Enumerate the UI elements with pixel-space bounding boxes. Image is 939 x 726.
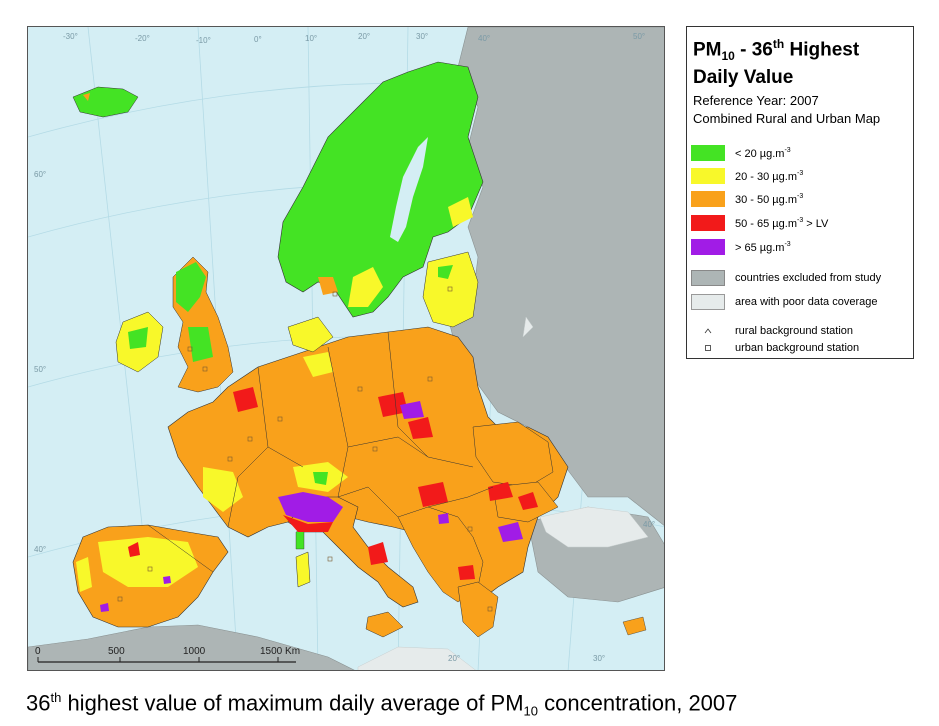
- ireland-green: [128, 327, 148, 349]
- lon-label: 50°: [633, 32, 645, 41]
- lat-label: 40°: [643, 520, 655, 529]
- legend-class-row: > 65 µg.m-3: [691, 239, 791, 255]
- legend-class-row: 20 - 30 µg.m-3: [691, 168, 803, 184]
- legend-class-label: 30 - 50 µg.m-3: [735, 192, 804, 206]
- scotland-green: [176, 262, 206, 312]
- legend-rural-label: rural background station: [735, 325, 854, 337]
- urban-station-icon: [691, 344, 725, 352]
- caption-sub: 10: [523, 703, 539, 719]
- iberia-yellow: [98, 537, 198, 587]
- legend-title-text: - 36: [734, 39, 773, 61]
- romania: [472, 421, 554, 488]
- legend-urban-label: urban background station: [735, 342, 860, 354]
- figure-caption: 36th highest value of maximum daily aver…: [26, 690, 737, 719]
- lon-label: 30°: [416, 32, 428, 41]
- legend-title-sub: 10: [721, 49, 735, 64]
- legend-poor-coverage-label: area with poor data coverage: [735, 296, 878, 308]
- poor-coverage: [357, 316, 649, 670]
- lon-label: 20°: [448, 654, 460, 663]
- legend-class-label: 20 - 30 µg.m-3: [735, 169, 804, 183]
- po-valley-red: [283, 515, 333, 532]
- legend-map-type: Combined Rural and Urban Map: [693, 111, 881, 126]
- alps-green: [313, 472, 328, 485]
- legend-title-text: PM: [693, 39, 722, 61]
- caption-text: concentration, 2007: [538, 690, 738, 716]
- legend-swatch-orange: [691, 191, 725, 207]
- legend-class-row: 30 - 50 µg.m-3: [691, 191, 803, 207]
- lat-label: 50°: [34, 365, 46, 374]
- rural-station-icon: [691, 328, 725, 334]
- lon-label: 30°: [593, 654, 605, 663]
- iceland-spot: [83, 93, 90, 101]
- scale-label: 1000: [183, 646, 206, 657]
- pm10-map: -30° -20° -10° 0° 10° 20° 30° 40° 50° 20…: [27, 26, 665, 671]
- scale-label: 0: [35, 646, 41, 657]
- legend-poor-coverage-row: area with poor data coverage: [691, 294, 877, 310]
- legend-class-label: 50 - 65 µg.m-3 > LV: [735, 216, 829, 230]
- legend-class-label: > 65 µg.m-3: [735, 240, 791, 254]
- scandinavia-south-yellow: [348, 267, 383, 307]
- lon-label: -10°: [196, 36, 211, 45]
- legend-class-row: < 20 µg.m-3: [691, 145, 791, 161]
- denmark-yellow: [303, 352, 333, 377]
- lon-label: 20°: [358, 32, 370, 41]
- latitude-labels: 60° 50° 40° 40°: [34, 170, 655, 554]
- caption-text: 36: [26, 690, 51, 716]
- legend-swatch-purple: [691, 239, 725, 255]
- legend-title-sup: th: [772, 37, 785, 51]
- gulf-of-bothnia: [390, 137, 428, 242]
- map-canvas: -30° -20° -10° 0° 10° 20° 30° 40° 50° 20…: [28, 27, 664, 670]
- lon-label: 0°: [254, 35, 262, 44]
- legend-swatch-red: [691, 215, 725, 231]
- legend-title-text: Highest: [784, 39, 860, 61]
- legend-class-label: < 20 µg.m-3: [735, 146, 791, 160]
- legend-swatch-grey: [691, 270, 725, 286]
- sicily: [365, 611, 404, 638]
- longitude-labels: -30° -20° -10° 0° 10° 20° 30° 40° 50° 20…: [63, 32, 645, 663]
- legend-rural-row: rural background station: [691, 323, 853, 339]
- red-hotspots: [128, 387, 538, 580]
- lon-label: 40°: [478, 34, 490, 43]
- denmark: [287, 316, 334, 353]
- legend-excluded-label: countries excluded from study: [735, 272, 882, 284]
- legend-class-row: 50 - 65 µg.m-3 > LV: [691, 215, 828, 231]
- country-borders: [147, 331, 494, 573]
- excluded-north-africa: [28, 624, 355, 670]
- lat-label: 40°: [34, 545, 46, 554]
- greece: [457, 581, 499, 638]
- sardinia: [295, 551, 311, 588]
- legend-swatch-green: [691, 145, 725, 161]
- legend-title: PM10 - 36th Highest Daily Value: [693, 33, 907, 89]
- purple-hotspots: [100, 401, 523, 612]
- scale-bar: 0 500 1000 1500 Km: [35, 646, 300, 663]
- legend-title-line2: Daily Value: [693, 67, 794, 89]
- cyprus: [622, 616, 647, 636]
- scale-label: 500: [108, 646, 125, 657]
- legend: PM10 - 36th Highest Daily Value Referenc…: [686, 26, 914, 359]
- legend-urban-row: urban background station: [691, 340, 859, 356]
- baltic-states: [422, 251, 479, 328]
- lon-label: 10°: [305, 34, 317, 43]
- legend-swatch-yellow: [691, 168, 725, 184]
- lon-label: -30°: [63, 32, 78, 41]
- lon-label: -20°: [135, 34, 150, 43]
- wales-green: [188, 327, 213, 362]
- scale-label: 1500 Km: [260, 646, 300, 657]
- urban-stations: [117, 286, 493, 612]
- finland-south-yellow: [448, 197, 473, 227]
- legend-reference-year: Reference Year: 2007: [693, 93, 819, 108]
- caption-text: highest value of maximum daily average o…: [61, 690, 524, 716]
- legend-excluded-row: countries excluded from study: [691, 270, 881, 286]
- caption-sup: th: [50, 690, 62, 705]
- scandinavia-orange: [318, 277, 338, 295]
- portugal-yellow: [76, 557, 92, 592]
- po-valley-purple: [278, 492, 343, 522]
- legend-swatch-light-grey: [691, 294, 725, 310]
- estonia-green: [438, 265, 453, 279]
- lat-label: 60°: [34, 170, 46, 179]
